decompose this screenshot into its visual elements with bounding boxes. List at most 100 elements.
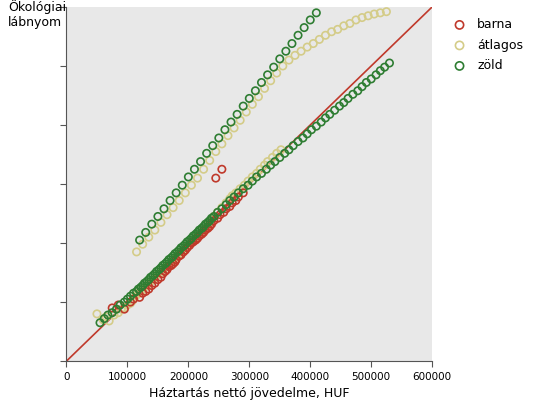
zöld [191, 231, 200, 237]
átlagos [276, 147, 285, 153]
zöld [207, 215, 216, 221]
zöld [144, 276, 153, 283]
átlagos [217, 204, 227, 211]
zöld [321, 115, 330, 121]
barna [217, 166, 227, 173]
zöld [227, 119, 235, 125]
barna [126, 299, 135, 305]
barna [212, 175, 220, 182]
zöld [335, 103, 344, 109]
átlagos [130, 294, 139, 301]
átlagos [213, 209, 222, 216]
barna [138, 290, 147, 296]
barna [175, 253, 184, 259]
zöld [112, 306, 121, 313]
zöld [199, 223, 208, 230]
zöld [325, 111, 334, 118]
zöld [239, 103, 248, 109]
barna [197, 231, 206, 237]
átlagos [212, 148, 220, 155]
zöld [222, 201, 230, 208]
átlagos [199, 227, 208, 233]
átlagos [209, 213, 218, 220]
átlagos [351, 17, 360, 23]
zöld [187, 235, 196, 242]
átlagos [268, 154, 277, 161]
zöld [172, 190, 181, 196]
átlagos [297, 48, 306, 55]
átlagos [140, 284, 149, 291]
zöld [353, 88, 362, 94]
zöld [132, 288, 141, 295]
átlagos [151, 274, 160, 280]
zöld [257, 170, 266, 177]
átlagos [167, 259, 176, 265]
zöld [116, 302, 125, 308]
zöld [184, 174, 193, 180]
átlagos [163, 212, 172, 218]
zöld [367, 76, 376, 82]
barna [201, 227, 210, 233]
zöld [312, 10, 321, 16]
átlagos [197, 229, 206, 236]
átlagos [148, 276, 157, 283]
barna [213, 215, 222, 221]
barna [191, 237, 200, 243]
átlagos [334, 26, 342, 33]
átlagos [228, 193, 237, 199]
zöld [206, 217, 214, 224]
barna [158, 271, 167, 277]
zöld [136, 284, 145, 291]
átlagos [185, 241, 194, 247]
zöld [281, 48, 290, 55]
átlagos [309, 40, 318, 47]
átlagos [315, 36, 324, 43]
barna [239, 190, 248, 196]
zöld [142, 278, 151, 284]
barna [163, 266, 172, 273]
átlagos [222, 200, 230, 206]
zöld [202, 150, 211, 157]
barna [209, 217, 218, 224]
átlagos [173, 253, 182, 259]
zöld [173, 249, 182, 255]
zöld [244, 182, 253, 188]
átlagos [138, 241, 147, 247]
átlagos [346, 20, 355, 27]
zöld [300, 24, 309, 31]
átlagos [279, 63, 288, 69]
barna [107, 305, 117, 311]
átlagos [144, 234, 153, 241]
zöld [266, 162, 275, 168]
átlagos [126, 300, 135, 306]
átlagos [382, 9, 391, 15]
átlagos [134, 290, 143, 296]
zöld [280, 150, 289, 157]
átlagos [181, 245, 189, 251]
zöld [234, 190, 243, 196]
zöld [163, 259, 172, 265]
zöld [158, 262, 167, 269]
átlagos [158, 266, 167, 273]
zöld [107, 309, 117, 316]
átlagos [201, 225, 210, 232]
átlagos [206, 157, 214, 164]
átlagos [155, 271, 163, 277]
átlagos [236, 117, 245, 124]
barna [206, 223, 214, 230]
átlagos [240, 182, 249, 188]
átlagos [217, 141, 227, 147]
átlagos [376, 10, 384, 16]
átlagos [195, 231, 204, 237]
átlagos [248, 101, 257, 107]
barna [203, 225, 212, 232]
átlagos [110, 312, 119, 318]
átlagos [203, 223, 212, 230]
átlagos [146, 278, 155, 284]
zöld [317, 119, 326, 125]
átlagos [232, 190, 240, 196]
zöld [339, 99, 348, 106]
zöld [294, 138, 302, 145]
barna [147, 282, 156, 289]
átlagos [207, 216, 216, 223]
